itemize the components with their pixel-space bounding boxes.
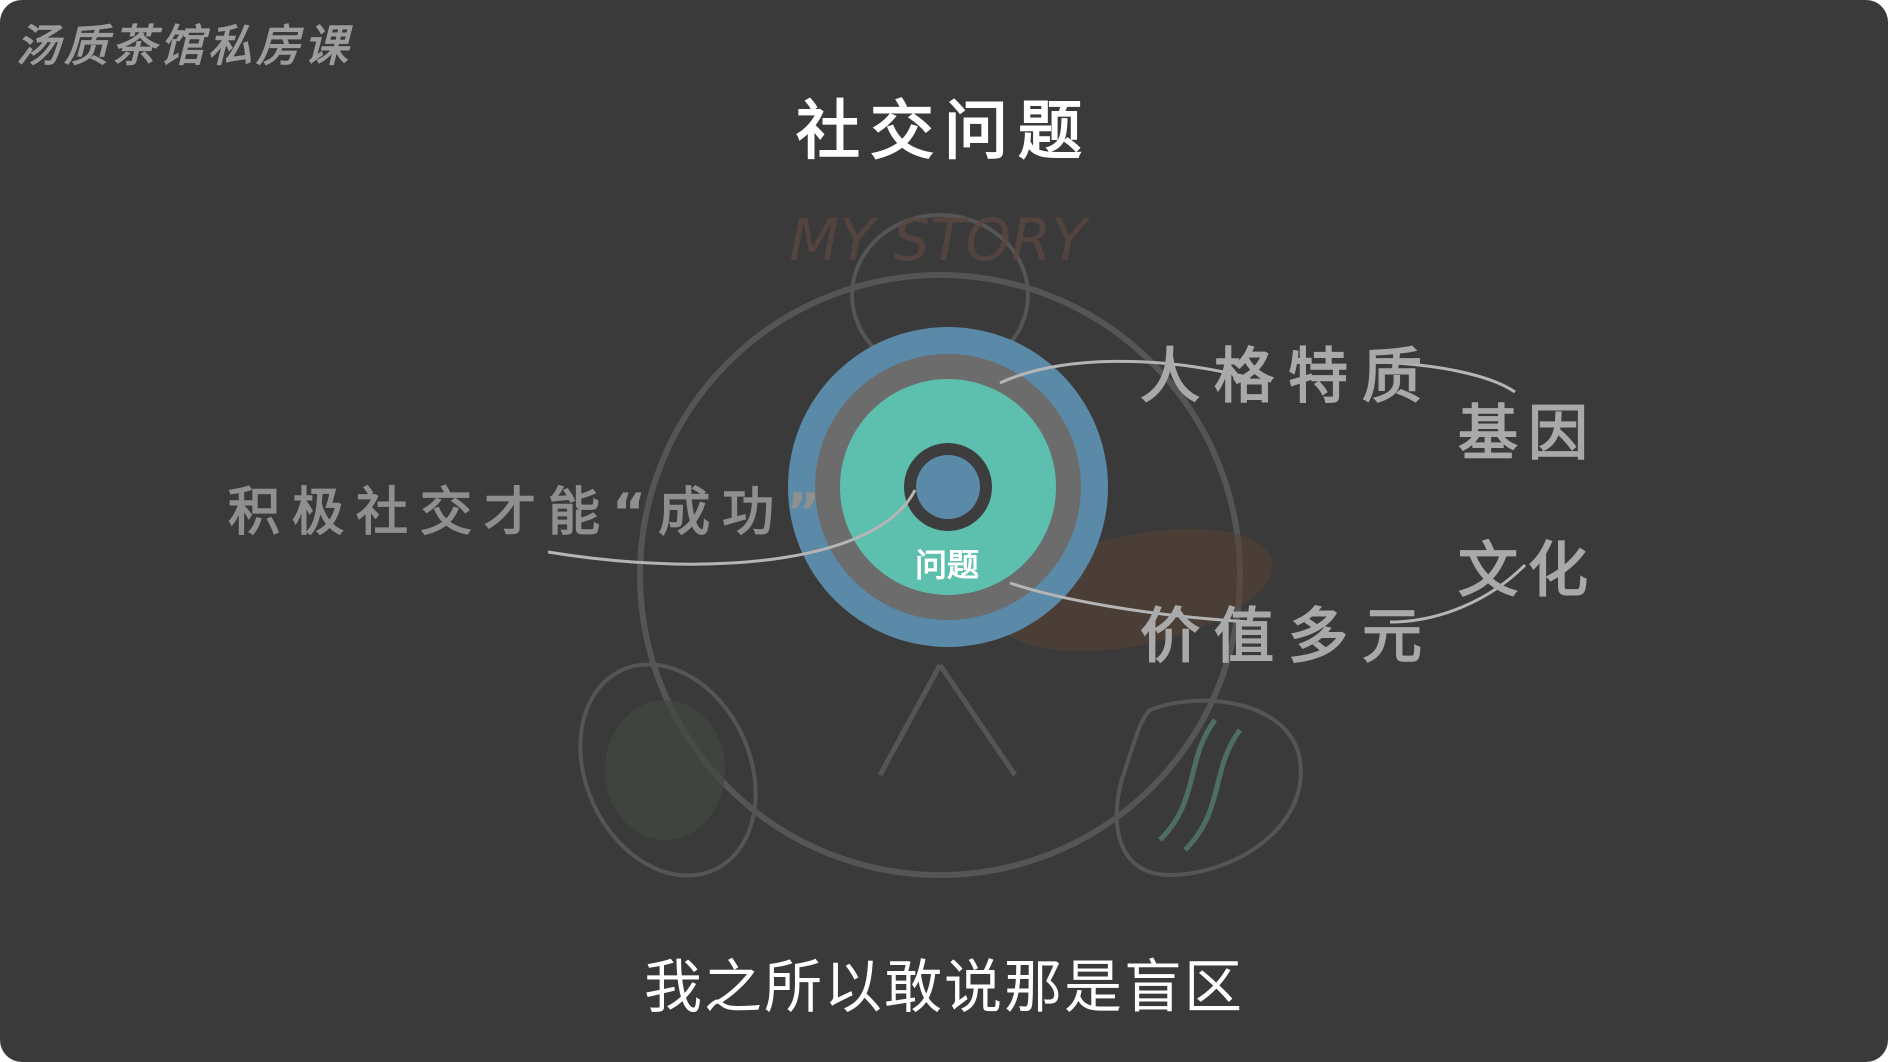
sketch-figure-legs [877, 663, 1018, 777]
connector-personality [999, 359, 1251, 385]
sketch-dark-blob [605, 700, 725, 840]
subtitle-caption: 我之所以敢说那是盲区 [643, 953, 1244, 1021]
sketch-dna-helix [1158, 718, 1243, 852]
label-active-social: 积极社交才能“成功” [228, 483, 833, 543]
connector-values [1009, 581, 1251, 624]
connector-active [547, 489, 917, 566]
center-problem-label: 问题 [915, 546, 980, 584]
label-culture: 文化 [1458, 536, 1598, 606]
sketch-right-blob [1114, 698, 1303, 878]
connector-personality-gene [1379, 360, 1516, 394]
label-personality-traits: 人格特质 [1140, 342, 1436, 412]
connector-lines [547, 359, 1527, 624]
label-value-diversity: 价值多元 [1140, 602, 1436, 672]
channel-watermark: 汤质茶馆私房课 [16, 21, 352, 72]
sketch-my-story-text: MY STORY [789, 206, 1091, 274]
page-title: 社交问题 [796, 95, 1092, 169]
sketch-left-blob [578, 662, 758, 878]
label-gene: 基因 [1458, 399, 1598, 469]
connector-values-culture [1389, 563, 1527, 624]
core [916, 455, 980, 519]
